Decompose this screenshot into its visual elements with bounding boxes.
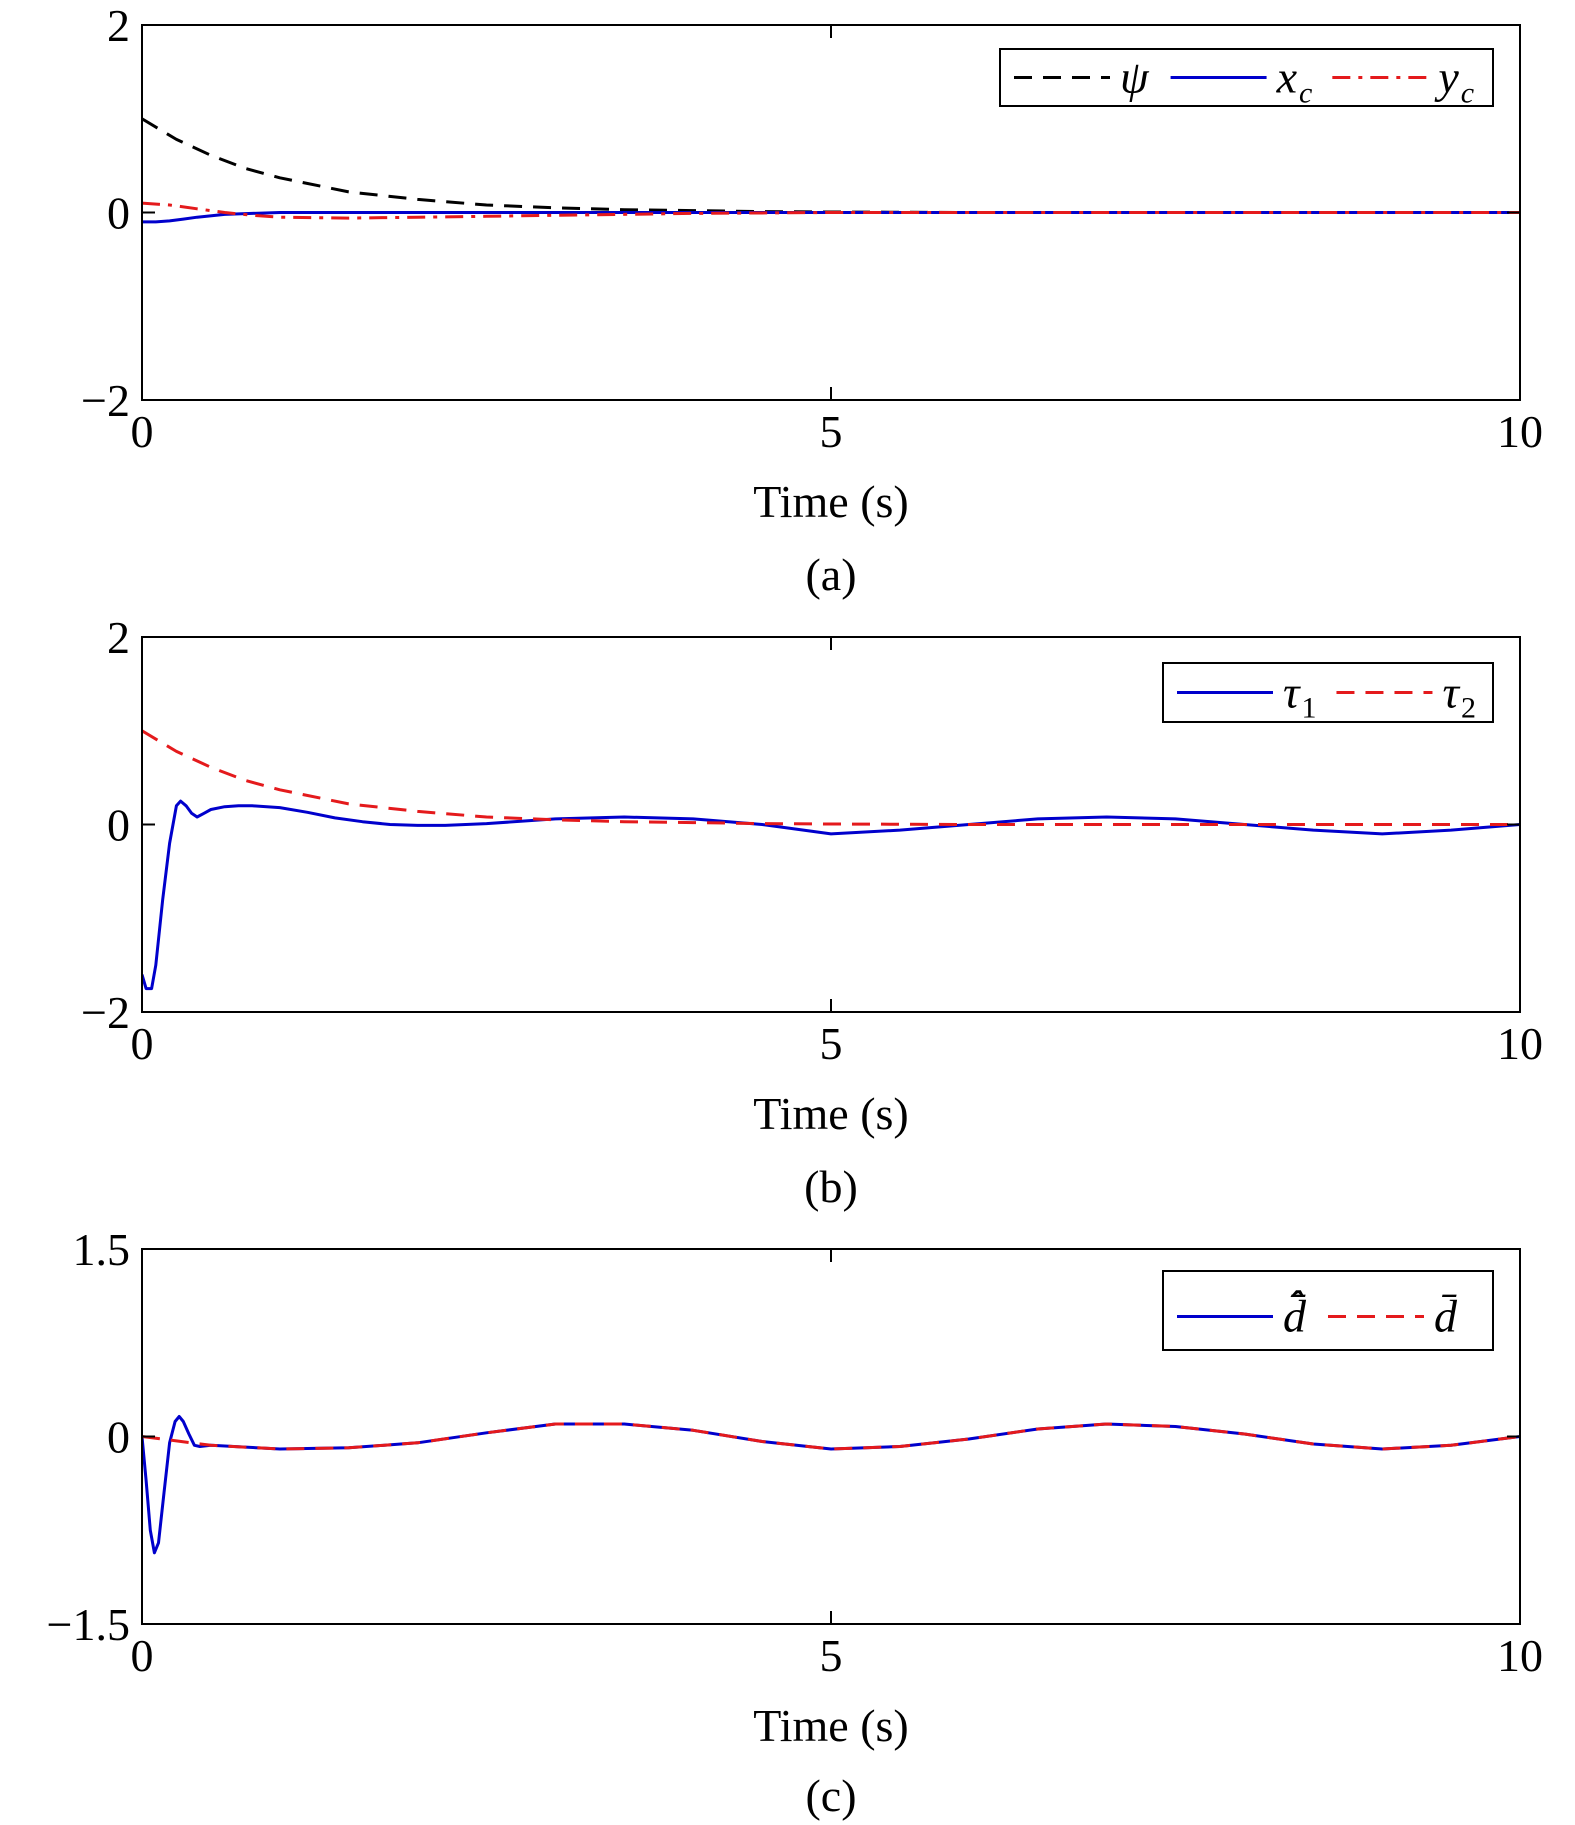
y-tick-label: 2 bbox=[107, 0, 130, 51]
y-tick-label: 2 bbox=[107, 612, 130, 663]
y-tick-label: −2 bbox=[81, 375, 130, 426]
legend-label-2: xc bbox=[1276, 52, 1313, 110]
x-tick-label: 5 bbox=[820, 1018, 843, 1069]
series-line-1 bbox=[142, 799, 1520, 991]
legend-label-1: τ1 bbox=[1283, 667, 1316, 725]
x-tick-label: 0 bbox=[131, 406, 154, 457]
legend-label-1: d̄̂ bbox=[1283, 1290, 1307, 1341]
y-tick-label: 0 bbox=[107, 800, 130, 851]
legend-label-1: ψ bbox=[1120, 52, 1150, 103]
x-axis-label: Time (s) bbox=[753, 1088, 909, 1139]
x-tick-label: 10 bbox=[1497, 1018, 1543, 1069]
x-tick-label: 10 bbox=[1497, 1630, 1543, 1681]
legend-label-2: τ2 bbox=[1442, 667, 1475, 725]
series-line-1 bbox=[142, 117, 1520, 214]
x-tick-label: 0 bbox=[131, 1018, 154, 1069]
series-line-2 bbox=[142, 1422, 1520, 1451]
y-tick-label: 1.5 bbox=[73, 1224, 131, 1275]
legend: τ1 τ2 bbox=[1162, 662, 1494, 725]
legend-label-3: yc bbox=[1434, 52, 1474, 110]
x-tick-label: 5 bbox=[820, 1630, 843, 1681]
panel-caption: (c) bbox=[805, 1770, 856, 1821]
x-tick-label: 10 bbox=[1497, 406, 1543, 457]
y-tick-label: 0 bbox=[107, 1412, 130, 1463]
x-axis-label: Time (s) bbox=[753, 1700, 909, 1751]
x-axis-label: Time (s) bbox=[753, 476, 909, 527]
legend-label-2: d̄ bbox=[1434, 1291, 1458, 1342]
x-tick-label: 0 bbox=[131, 1630, 154, 1681]
y-tick-label: −1.5 bbox=[47, 1599, 130, 1650]
y-tick-label: 0 bbox=[107, 188, 130, 239]
legend-box bbox=[1162, 1270, 1494, 1351]
panel-caption: (b) bbox=[804, 1161, 858, 1212]
series-line-1 bbox=[142, 1415, 1520, 1555]
legend: d̄̂ d̄ bbox=[1162, 1270, 1494, 1351]
legend: ψ xc yc bbox=[999, 48, 1494, 110]
series-line-3 bbox=[142, 201, 1520, 220]
series-line-2 bbox=[142, 729, 1520, 826]
x-tick-label: 5 bbox=[820, 406, 843, 457]
y-tick-label: −2 bbox=[81, 987, 130, 1038]
panel-caption: (a) bbox=[805, 549, 856, 600]
